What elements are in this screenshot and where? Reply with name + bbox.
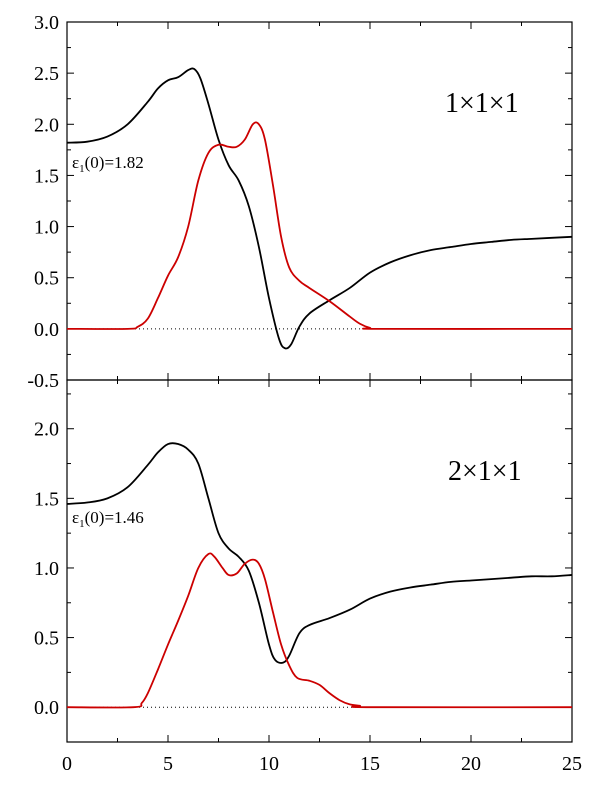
panel-top-annotation-text: (0)=1.82 bbox=[85, 153, 144, 172]
panel-bottom-annotation-subscript: 1 bbox=[79, 518, 85, 530]
panel-top-frame bbox=[66, 21, 573, 381]
y-tick-label: -0.5 bbox=[27, 370, 59, 392]
y-tick-label: 1.0 bbox=[34, 558, 59, 580]
panel-top-annotation: ε1(0)=1.82 bbox=[72, 153, 144, 175]
y-tick-label: 1.0 bbox=[34, 217, 59, 239]
panel-bottom: 0.0 0.5 1.0 1.5 2.0 0 5 10 15 20 25 2×1×1 ε1(0)=1… bbox=[34, 379, 582, 775]
panel-top: -0.5 0.0 0.5 1.0 1.5 2.0 2.5 3.0 1×1×1 ε1(0)=1.… bbox=[27, 12, 573, 392]
panel-bottom-label: 2×1×1 bbox=[448, 456, 522, 487]
y-tick-label: 2.0 bbox=[34, 114, 59, 136]
y-tick-label: 0.5 bbox=[34, 628, 59, 650]
y-tick-label: 0.5 bbox=[34, 268, 59, 290]
y-tick-label: 2.0 bbox=[34, 419, 59, 441]
panel-top-y-ticks: -0.5 0.0 0.5 1.0 1.5 2.0 2.5 3.0 bbox=[27, 12, 573, 392]
panel-bottom-series bbox=[66, 442, 573, 709]
panel-bottom-x-ticks: 0 5 10 15 20 25 bbox=[62, 380, 582, 775]
panel-bottom-annotation: ε1(0)=1.46 bbox=[72, 508, 144, 530]
x-tick-label: 0 bbox=[62, 753, 72, 775]
panel-bottom-annotation-text: (0)=1.46 bbox=[85, 508, 144, 527]
y-tick-label: 1.5 bbox=[34, 165, 59, 187]
series-line-red bbox=[66, 121, 573, 330]
panel-top-series bbox=[66, 67, 573, 350]
panel-top-label: 1×1×1 bbox=[445, 88, 519, 119]
y-tick-label: 3.0 bbox=[34, 12, 59, 34]
panel-top-annotation-symbol: ε bbox=[72, 153, 79, 172]
y-tick-label: 2.5 bbox=[34, 63, 59, 85]
y-tick-label: 0.0 bbox=[34, 319, 59, 341]
panel-bottom-annotation-symbol: ε bbox=[72, 508, 79, 527]
series-line-black bbox=[66, 67, 573, 350]
y-tick-label: 1.5 bbox=[34, 488, 59, 510]
x-tick-label: 15 bbox=[360, 753, 380, 775]
panel-bottom-frame bbox=[66, 379, 573, 743]
panel-top-annotation-subscript: 1 bbox=[79, 163, 85, 175]
x-tick-label: 25 bbox=[562, 753, 582, 775]
x-tick-label: 10 bbox=[259, 753, 279, 775]
series-line-black bbox=[66, 442, 573, 664]
x-tick-label: 20 bbox=[461, 753, 481, 775]
y-tick-label: 0.0 bbox=[34, 697, 59, 719]
series-line-red bbox=[66, 552, 573, 709]
panel-bottom-y-ticks: 0.0 0.5 1.0 1.5 2.0 bbox=[34, 393, 572, 743]
x-tick-label: 5 bbox=[163, 753, 173, 775]
